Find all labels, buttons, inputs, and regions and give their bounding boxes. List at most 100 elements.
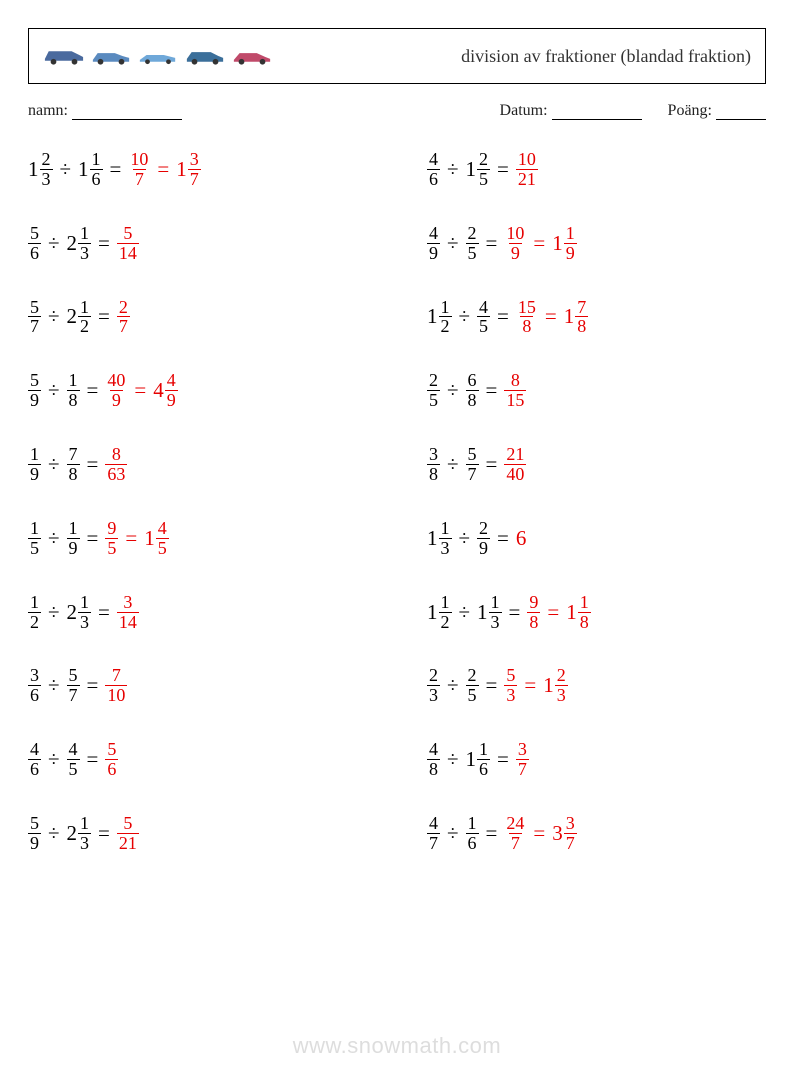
fraction: 12 bbox=[78, 298, 91, 337]
denominator: 9 bbox=[427, 243, 440, 263]
denominator: 5 bbox=[477, 169, 490, 189]
equals-sign: = bbox=[80, 526, 106, 551]
numerator: 1 bbox=[477, 740, 490, 759]
answer: 56 bbox=[105, 740, 118, 779]
fraction: 59 bbox=[28, 814, 41, 853]
fraction: 314 bbox=[117, 593, 139, 632]
numerator: 3 bbox=[121, 593, 134, 612]
numerator: 8 bbox=[509, 371, 522, 390]
fraction: 23 bbox=[40, 150, 53, 189]
denominator: 7 bbox=[427, 833, 440, 853]
answer: 314 bbox=[117, 593, 139, 632]
denominator: 9 bbox=[67, 538, 80, 558]
problem-row: 15÷19=95=145 bbox=[28, 519, 367, 558]
numerator: 4 bbox=[477, 298, 490, 317]
equals-sign: = bbox=[91, 821, 117, 846]
divide-operator: ÷ bbox=[440, 378, 466, 403]
answer: 1021 bbox=[516, 150, 538, 189]
numerator: 3 bbox=[28, 666, 41, 685]
score-blank bbox=[716, 102, 766, 120]
fraction: 37 bbox=[564, 814, 577, 853]
problem-row: 19÷78=863 bbox=[28, 445, 367, 484]
fraction: 78 bbox=[575, 298, 588, 337]
numerator: 1 bbox=[67, 371, 80, 390]
denominator: 7 bbox=[67, 685, 80, 705]
equals-sign: = bbox=[490, 747, 516, 772]
whole-number: 3 bbox=[552, 821, 564, 846]
fraction: 12 bbox=[439, 298, 452, 337]
problem-row: 57÷212=27 bbox=[28, 298, 367, 337]
denominator: 9 bbox=[28, 833, 41, 853]
numerator: 5 bbox=[121, 814, 134, 833]
answer: 109=119 bbox=[504, 224, 576, 263]
denominator: 5 bbox=[156, 538, 169, 558]
fraction: 57 bbox=[466, 445, 479, 484]
numerator: 5 bbox=[504, 666, 517, 685]
fraction: 48 bbox=[427, 740, 440, 779]
numerator: 15 bbox=[516, 298, 538, 317]
equals-sign: = bbox=[80, 673, 106, 698]
equals-sign: = bbox=[80, 452, 106, 477]
denominator: 8 bbox=[427, 759, 440, 779]
fraction: 45 bbox=[477, 298, 490, 337]
denominator: 14 bbox=[117, 612, 139, 632]
answer: 409=449 bbox=[105, 371, 177, 410]
problem-row: 12÷213=314 bbox=[28, 593, 367, 632]
divide-operator: ÷ bbox=[440, 821, 466, 846]
fraction: 16 bbox=[466, 814, 479, 853]
equals-sign: = bbox=[80, 747, 106, 772]
numerator: 21 bbox=[504, 445, 526, 464]
numerator: 1 bbox=[28, 593, 41, 612]
divide-operator: ÷ bbox=[41, 673, 67, 698]
fraction: 19 bbox=[67, 519, 80, 558]
numerator: 5 bbox=[28, 224, 41, 243]
numerator: 5 bbox=[466, 445, 479, 464]
denominator: 3 bbox=[555, 685, 568, 705]
name-blank bbox=[72, 102, 182, 120]
numerator: 2 bbox=[477, 519, 490, 538]
denominator: 3 bbox=[40, 169, 53, 189]
answer: 27 bbox=[117, 298, 130, 337]
fraction: 107 bbox=[128, 150, 150, 189]
problem-row: 25÷68=815 bbox=[427, 371, 766, 410]
fraction: 13 bbox=[78, 593, 91, 632]
whole-number: 2 bbox=[67, 304, 79, 329]
problem-row: 36÷57=710 bbox=[28, 666, 367, 705]
fraction: 57 bbox=[67, 666, 80, 705]
fraction: 1021 bbox=[516, 150, 538, 189]
denominator: 2 bbox=[439, 316, 452, 336]
problem-row: 113÷29=6 bbox=[427, 519, 766, 558]
whole-number: 1 bbox=[466, 157, 478, 182]
numerator: 5 bbox=[28, 814, 41, 833]
fraction: 18 bbox=[578, 593, 591, 632]
numerator: 4 bbox=[67, 740, 80, 759]
denominator: 6 bbox=[90, 169, 103, 189]
watermark: www.snowmath.com bbox=[0, 1033, 794, 1059]
answer: 521 bbox=[117, 814, 139, 853]
numerator: 8 bbox=[110, 445, 123, 464]
fraction: 23 bbox=[555, 666, 568, 705]
denominator: 6 bbox=[28, 759, 41, 779]
equals-sign: = bbox=[80, 378, 106, 403]
fraction: 29 bbox=[477, 519, 490, 558]
denominator: 3 bbox=[504, 685, 517, 705]
denominator: 8 bbox=[520, 316, 533, 336]
equals-sign: = bbox=[526, 821, 552, 846]
denominator: 9 bbox=[509, 243, 522, 263]
divide-operator: ÷ bbox=[440, 452, 466, 477]
fraction: 56 bbox=[105, 740, 118, 779]
fraction: 13 bbox=[78, 224, 91, 263]
divide-operator: ÷ bbox=[41, 600, 67, 625]
whole-number: 4 bbox=[153, 378, 165, 403]
answer: 247=337 bbox=[504, 814, 576, 853]
numerator: 1 bbox=[439, 519, 452, 538]
denominator: 8 bbox=[67, 390, 80, 410]
problems-grid: 123÷116=107=13746÷125=102156÷213=51449÷2… bbox=[28, 150, 766, 853]
numerator: 4 bbox=[427, 224, 440, 243]
answer: 158=178 bbox=[516, 298, 588, 337]
denominator: 6 bbox=[477, 759, 490, 779]
denominator: 6 bbox=[28, 243, 41, 263]
fraction: 27 bbox=[117, 298, 130, 337]
whole-number: 2 bbox=[67, 821, 79, 846]
date-score-group: Datum: Poäng: bbox=[500, 102, 766, 120]
